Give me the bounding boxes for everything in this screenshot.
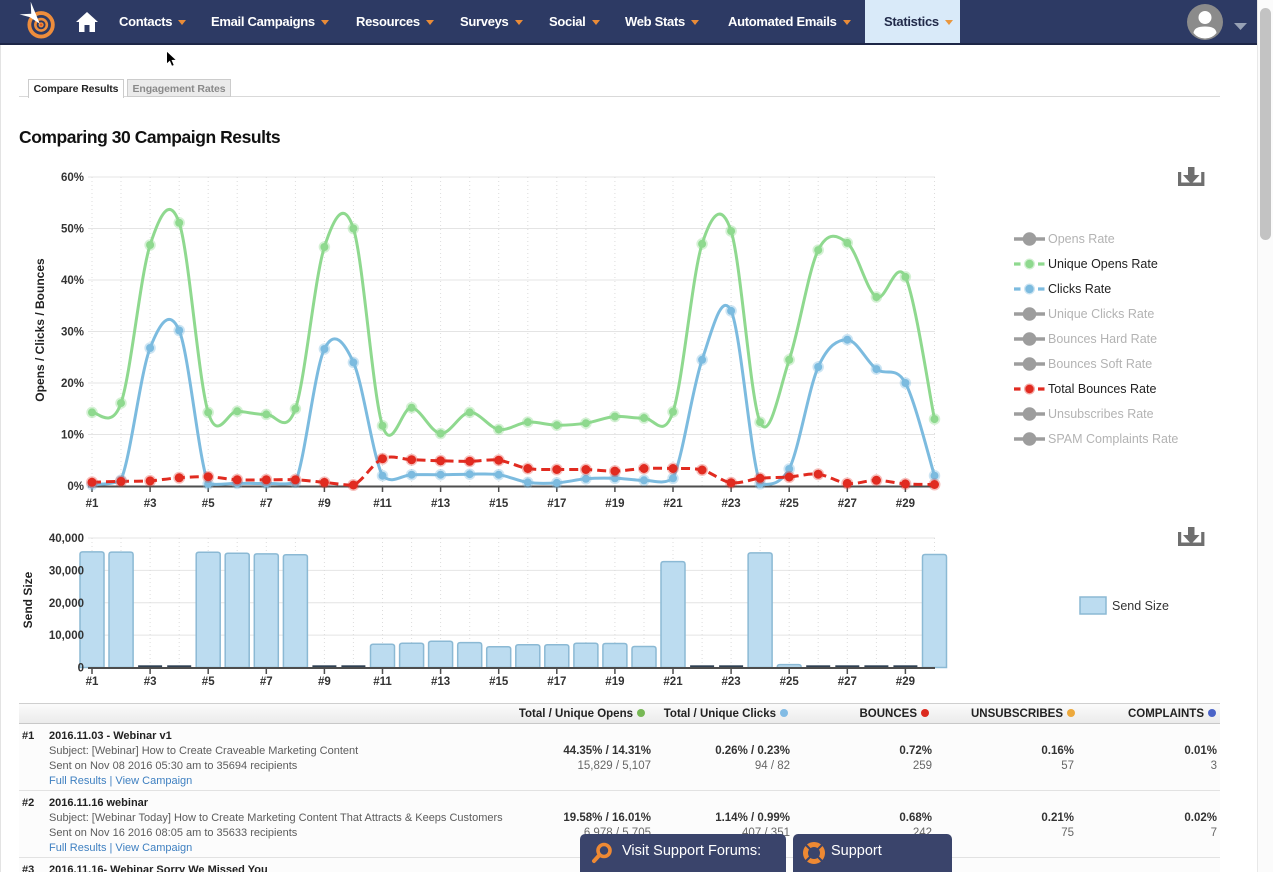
svg-text:#5: #5 xyxy=(202,498,215,510)
svg-text:#9: #9 xyxy=(318,498,331,510)
svg-text:#13: #13 xyxy=(431,676,450,688)
svg-text:30,000: 30,000 xyxy=(49,565,84,577)
svg-text:Opens Rate: Opens Rate xyxy=(1048,232,1115,246)
svg-text:#25: #25 xyxy=(780,676,800,688)
svg-text:SPAM Complaints Rate: SPAM Complaints Rate xyxy=(1048,432,1178,446)
svg-text:#13: #13 xyxy=(431,498,450,510)
svg-text:#21: #21 xyxy=(663,498,683,510)
svg-text:Send Size: Send Size xyxy=(1112,599,1169,613)
svg-text:Bounces Hard Rate: Bounces Hard Rate xyxy=(1048,332,1157,346)
svg-text:50%: 50% xyxy=(61,224,84,236)
svg-text:Opens / Clicks / Bounces: Opens / Clicks / Bounces xyxy=(33,258,47,402)
svg-text:#17: #17 xyxy=(547,676,566,688)
svg-text:#7: #7 xyxy=(260,498,273,510)
svg-text:Clicks Rate: Clicks Rate xyxy=(1048,282,1111,296)
svg-text:#1: #1 xyxy=(86,498,99,510)
svg-text:#5: #5 xyxy=(202,676,215,688)
svg-text:30%: 30% xyxy=(61,327,84,339)
svg-text:20%: 20% xyxy=(61,378,84,390)
svg-text:Total Bounces Rate: Total Bounces Rate xyxy=(1048,382,1156,396)
svg-text:#11: #11 xyxy=(373,676,392,688)
svg-text:#19: #19 xyxy=(605,498,624,510)
svg-text:Bounces Soft Rate: Bounces Soft Rate xyxy=(1048,357,1152,371)
svg-text:#23: #23 xyxy=(722,498,741,510)
svg-text:20,000: 20,000 xyxy=(49,598,84,610)
svg-text:0: 0 xyxy=(78,663,84,675)
svg-text:40,000: 40,000 xyxy=(49,533,84,545)
svg-text:Unique Opens Rate: Unique Opens Rate xyxy=(1048,257,1158,271)
svg-text:#27: #27 xyxy=(838,676,857,688)
svg-text:#23: #23 xyxy=(722,676,741,688)
svg-text:#7: #7 xyxy=(260,676,273,688)
svg-text:0%: 0% xyxy=(67,481,84,493)
svg-text:60%: 60% xyxy=(61,172,84,184)
svg-text:#3: #3 xyxy=(144,498,157,510)
svg-text:#15: #15 xyxy=(489,498,509,510)
svg-text:#27: #27 xyxy=(838,498,857,510)
svg-text:Unsubscribes Rate: Unsubscribes Rate xyxy=(1048,407,1154,421)
svg-text:#29: #29 xyxy=(896,676,915,688)
svg-text:#19: #19 xyxy=(605,676,624,688)
svg-text:#17: #17 xyxy=(547,498,566,510)
svg-text:#11: #11 xyxy=(373,498,392,510)
svg-text:10%: 10% xyxy=(61,430,84,442)
svg-text:Send Size: Send Size xyxy=(21,571,35,628)
svg-text:10,000: 10,000 xyxy=(49,630,84,642)
svg-text:#29: #29 xyxy=(896,498,915,510)
svg-text:#15: #15 xyxy=(489,676,509,688)
svg-text:#1: #1 xyxy=(86,676,99,688)
svg-text:#9: #9 xyxy=(318,676,331,688)
svg-text:#3: #3 xyxy=(144,676,157,688)
svg-text:#21: #21 xyxy=(663,676,683,688)
svg-text:#25: #25 xyxy=(780,498,800,510)
svg-text:Unique Clicks Rate: Unique Clicks Rate xyxy=(1048,307,1154,321)
svg-text:40%: 40% xyxy=(61,275,84,287)
